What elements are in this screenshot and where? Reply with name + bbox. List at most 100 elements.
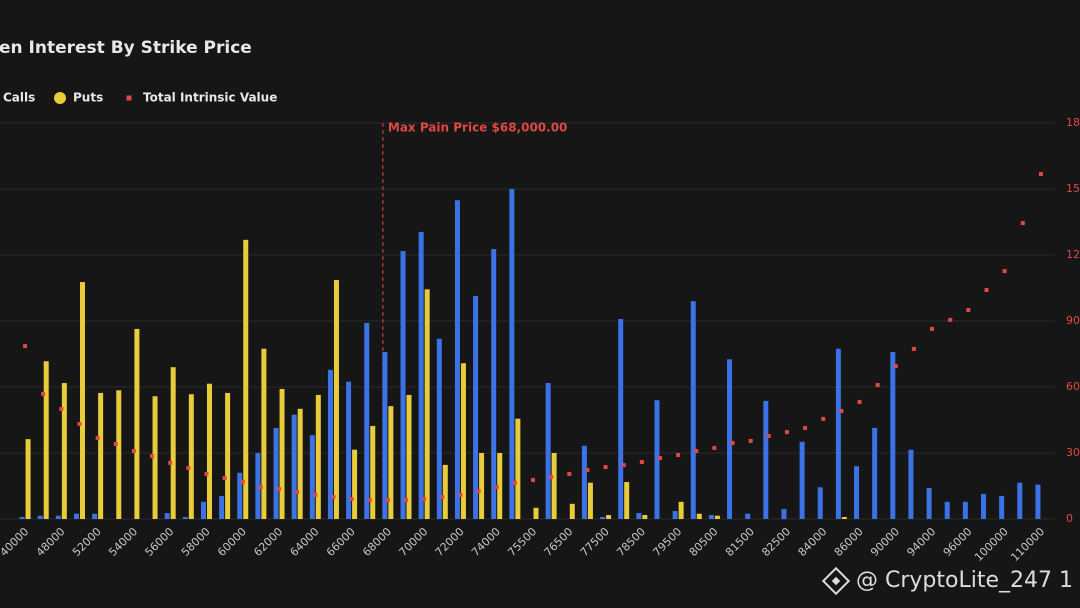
bar bbox=[406, 394, 412, 519]
bar bbox=[279, 388, 285, 519]
point bbox=[168, 460, 173, 465]
bar bbox=[1035, 484, 1041, 519]
bar bbox=[835, 348, 841, 519]
bar bbox=[182, 517, 188, 519]
point bbox=[857, 399, 862, 404]
point bbox=[331, 495, 336, 499]
bar bbox=[981, 493, 987, 519]
point bbox=[494, 485, 499, 490]
point bbox=[313, 493, 318, 498]
bar bbox=[418, 231, 424, 519]
bar bbox=[92, 513, 98, 519]
bar bbox=[1017, 482, 1023, 519]
point bbox=[694, 449, 699, 454]
y2-tick-label: 90 bbox=[1066, 314, 1080, 327]
y2-tick-label: 0 bbox=[1066, 512, 1073, 525]
bar bbox=[333, 280, 339, 519]
bar bbox=[491, 249, 497, 519]
bar bbox=[98, 392, 104, 519]
bar bbox=[642, 515, 648, 519]
bar bbox=[606, 515, 612, 519]
bar bbox=[497, 453, 503, 519]
legend-label: Total Intrinsic Value bbox=[143, 91, 277, 105]
point bbox=[367, 498, 372, 503]
point bbox=[385, 498, 390, 503]
bar bbox=[817, 487, 823, 519]
annotation-label: Max Pain Price $68,000.00 bbox=[388, 121, 568, 135]
chart-title: en Interest By Strike Price bbox=[0, 38, 252, 58]
point bbox=[1002, 269, 1007, 274]
point bbox=[150, 454, 155, 459]
bar bbox=[200, 501, 206, 519]
bar bbox=[352, 449, 358, 519]
bar bbox=[206, 383, 212, 519]
bar bbox=[134, 328, 140, 519]
bar bbox=[237, 472, 243, 519]
bar bbox=[273, 427, 279, 519]
bar bbox=[436, 338, 442, 519]
point bbox=[839, 408, 844, 413]
point bbox=[531, 478, 535, 483]
point bbox=[476, 489, 481, 494]
y2-tick-label: 60 bbox=[1066, 380, 1080, 393]
bar bbox=[841, 517, 847, 519]
point bbox=[821, 416, 826, 421]
bar bbox=[636, 513, 642, 519]
point bbox=[113, 441, 118, 446]
point bbox=[567, 471, 572, 476]
point bbox=[77, 421, 82, 426]
point bbox=[422, 496, 427, 501]
bar bbox=[624, 482, 630, 519]
y2-tick-label: 30 bbox=[1066, 446, 1080, 459]
bar bbox=[962, 501, 968, 519]
legend-marker bbox=[126, 95, 132, 101]
bar bbox=[442, 464, 448, 519]
bar bbox=[672, 511, 678, 519]
point bbox=[657, 456, 662, 461]
y2-tick-label: 18 bbox=[1066, 116, 1080, 129]
bar bbox=[545, 383, 551, 519]
bar bbox=[654, 400, 660, 519]
point bbox=[458, 493, 463, 498]
bar bbox=[327, 369, 333, 519]
bar bbox=[164, 513, 170, 519]
bar bbox=[618, 319, 624, 519]
bar bbox=[79, 282, 85, 519]
bar bbox=[944, 501, 950, 519]
point bbox=[585, 467, 590, 472]
bar bbox=[424, 289, 430, 519]
bar bbox=[999, 495, 1005, 519]
y2-tick-label: 12 bbox=[1066, 248, 1080, 261]
bar bbox=[587, 482, 593, 519]
bar bbox=[37, 515, 43, 519]
bar bbox=[291, 414, 297, 519]
point bbox=[911, 346, 916, 351]
bar bbox=[515, 418, 521, 519]
bar bbox=[714, 515, 720, 519]
bar bbox=[479, 453, 485, 519]
point bbox=[59, 407, 64, 411]
bar bbox=[243, 239, 249, 519]
legend-label: Puts bbox=[73, 91, 103, 105]
bar bbox=[745, 513, 751, 519]
point bbox=[549, 474, 554, 479]
bar bbox=[116, 390, 122, 519]
point bbox=[186, 465, 191, 470]
bar bbox=[890, 352, 896, 519]
bar bbox=[309, 435, 315, 519]
bar bbox=[43, 361, 49, 519]
point bbox=[966, 308, 971, 312]
point bbox=[95, 436, 100, 441]
bar bbox=[678, 501, 684, 519]
bar bbox=[454, 200, 460, 519]
legend-label: Calls bbox=[3, 91, 35, 105]
point bbox=[984, 287, 989, 292]
bar bbox=[509, 189, 515, 519]
point bbox=[295, 489, 300, 494]
bar bbox=[261, 348, 267, 519]
bar bbox=[533, 507, 539, 519]
bar bbox=[569, 503, 575, 519]
point bbox=[204, 471, 209, 476]
bar bbox=[61, 383, 67, 519]
point bbox=[222, 476, 227, 481]
